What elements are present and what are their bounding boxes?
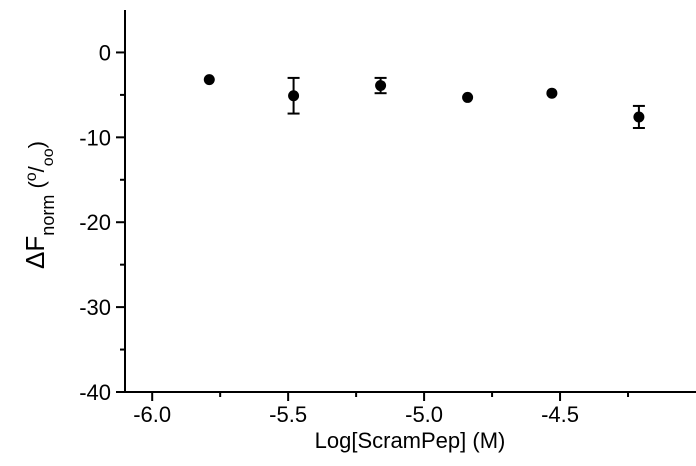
y-label-main: ΔF [20,236,50,269]
y-axis-label: ΔFnorm (o/oo) [20,141,58,269]
x-tick-label: -6.0 [133,402,171,427]
data-point [288,90,300,102]
y-tick-label: -40 [79,380,111,405]
y-tick-label: -30 [79,295,111,320]
data-point [375,80,387,92]
data-point [633,111,645,123]
y-label-sub: norm [38,195,58,236]
x-tick-label: -5.5 [269,402,307,427]
x-axis-label: Log[ScramPep] (M) [315,428,506,453]
data-point [462,91,474,103]
data-point [203,74,215,86]
x-tick-label: -5.0 [405,402,443,427]
y-label-sup: o [23,172,40,181]
data-point [546,87,558,99]
y-label-sub: oo [40,148,57,166]
x-tick-label: -4.5 [541,402,579,427]
y-label-part: / [24,165,49,172]
y-tick-label: 0 [99,40,111,65]
y-tick-label: -20 [79,210,111,235]
y-label-part: ) [24,141,49,148]
y-label-part: ( [24,181,49,195]
y-tick-label: -10 [79,125,111,150]
